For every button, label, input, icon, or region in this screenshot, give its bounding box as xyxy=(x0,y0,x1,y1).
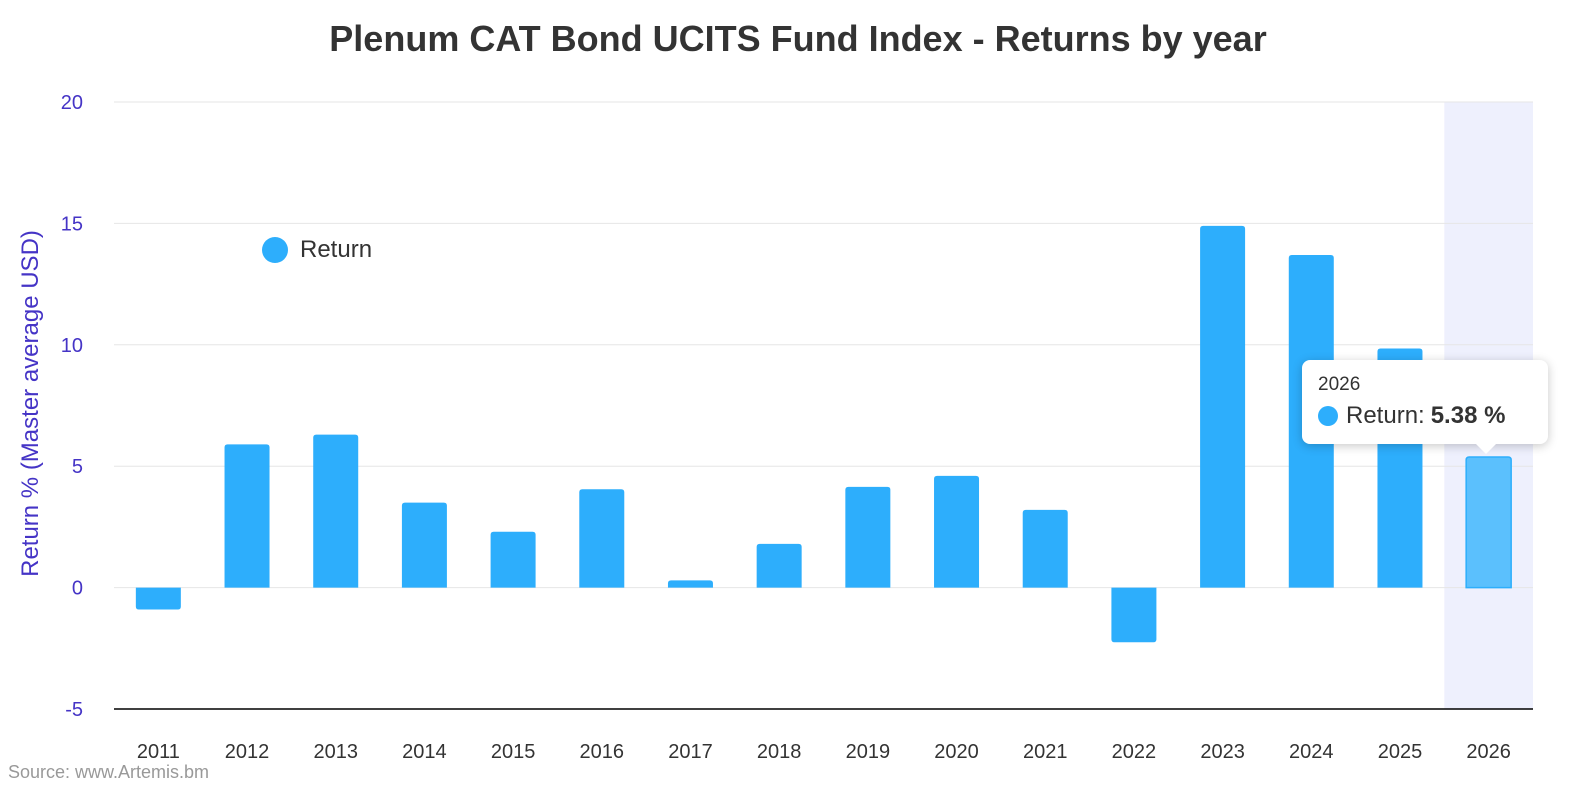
bar-2026 xyxy=(1465,456,1512,589)
bar-2022 xyxy=(1111,587,1157,643)
legend[interactable]: Return xyxy=(262,236,372,264)
y-tick-label: 0 xyxy=(72,578,83,600)
bar-2011 xyxy=(135,587,181,610)
x-tick-label: 2026 xyxy=(1466,741,1511,763)
bar-2014 xyxy=(401,502,447,588)
chart-title: Plenum CAT Bond UCITS Fund Index - Retur… xyxy=(329,18,1267,59)
x-tick-label: 2021 xyxy=(1023,741,1068,763)
y-tick-label: -5 xyxy=(65,699,83,721)
x-tick-label: 2024 xyxy=(1289,741,1334,763)
x-tick-label: 2015 xyxy=(491,741,536,763)
bar-2017 xyxy=(667,580,713,588)
legend-swatch xyxy=(262,237,288,263)
tooltip-series-label: Return: xyxy=(1346,402,1425,429)
bar-2021 xyxy=(1022,509,1068,588)
x-tick-label: 2025 xyxy=(1378,741,1423,763)
y-tick-label: 20 xyxy=(61,92,83,114)
bar-2018 xyxy=(756,543,802,588)
bar-2016 xyxy=(579,489,625,588)
x-tick-label: 2022 xyxy=(1112,741,1157,763)
source-credit: Source: www.Artemis.bm xyxy=(8,762,210,782)
bar-2015 xyxy=(490,531,536,588)
x-tick-label: 2019 xyxy=(846,741,891,763)
y-tick-label: 5 xyxy=(72,456,83,478)
tooltip-row: Return: 5.38 % xyxy=(1318,402,1548,430)
x-tick-label: 2018 xyxy=(757,741,802,763)
tooltip-marker xyxy=(1318,406,1338,426)
tooltip-value: 5.38 % xyxy=(1430,402,1506,429)
bar-2020 xyxy=(934,475,980,588)
bar-2019 xyxy=(845,486,891,588)
bar-2023 xyxy=(1200,225,1246,588)
tooltip: 2026 Return: 5.38 % xyxy=(1302,360,1548,454)
x-tick-label: 2013 xyxy=(313,741,358,763)
bar-2012 xyxy=(224,444,270,588)
x-tick-label: 2012 xyxy=(225,741,270,763)
y-tick-label: 15 xyxy=(61,213,83,235)
legend-label: Return xyxy=(300,236,373,263)
y-tick-label: 10 xyxy=(61,335,83,357)
x-tick-label: 2017 xyxy=(668,741,713,763)
x-tick-label: 2011 xyxy=(137,741,180,763)
bar-2013 xyxy=(313,434,359,588)
x-tick-label: 2014 xyxy=(402,741,447,763)
x-tick-label: 2023 xyxy=(1200,741,1245,763)
y-axis-title: Return % (Master average USD) xyxy=(17,230,44,577)
x-tick-label: 2016 xyxy=(580,741,625,763)
x-tick-label: 2020 xyxy=(934,741,979,763)
tooltip-year: 2026 xyxy=(1318,374,1361,395)
